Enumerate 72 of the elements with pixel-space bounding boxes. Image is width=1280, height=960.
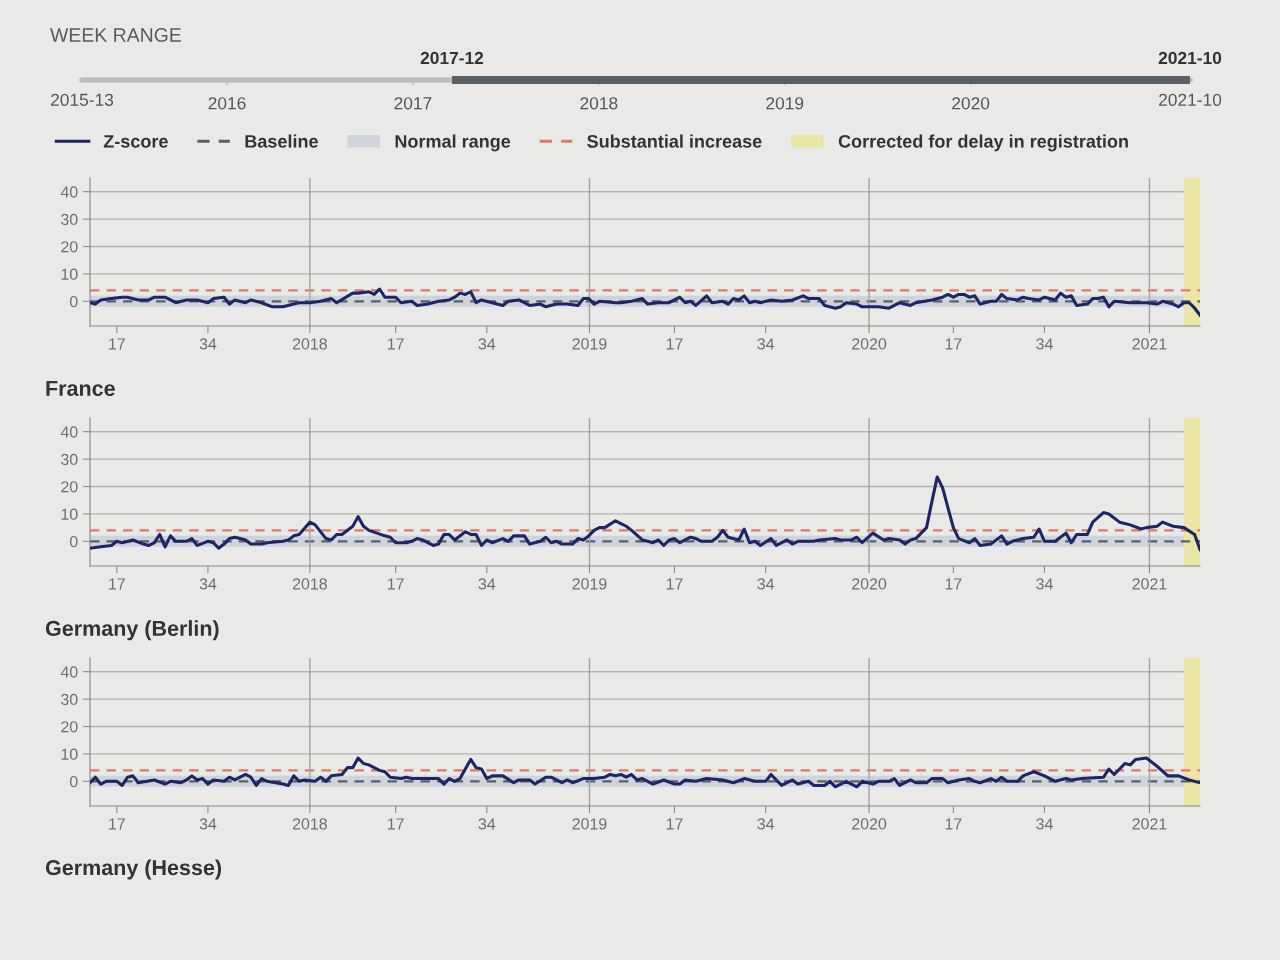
x-tick-label: 2019 (572, 338, 607, 350)
x-tick-label: 34 (757, 578, 775, 590)
text: 2017-12 (420, 51, 484, 65)
x-tick-label: 17 (387, 578, 404, 590)
x-tick-label: 2021 (1132, 338, 1167, 350)
x-tick-label: 17 (109, 338, 125, 350)
x-tick-label: 17 (109, 578, 125, 590)
y-tick-label: 40 (60, 186, 78, 198)
y-tick-label: 10 (61, 508, 78, 520)
line-series (90, 475, 1200, 552)
x-tick-label: 17 (666, 578, 683, 590)
legend-label: Z-score (103, 135, 168, 148)
y-tick-label: 0 (69, 775, 78, 788)
x-tick-label: 17 (387, 818, 404, 830)
x-tick-label: 34 (199, 818, 217, 830)
x-tick-label: 34 (478, 818, 496, 830)
text: 2015-13 (51, 93, 114, 106)
y-tick-label: 40 (60, 666, 78, 678)
y-tick-label: 20 (61, 481, 78, 493)
y-tick-label: 30 (61, 213, 78, 226)
y-tick-label: 20 (61, 241, 78, 253)
x-tick-label: 2018 (292, 578, 327, 590)
y-tick-label: 10 (61, 268, 78, 280)
x-tick-label: 2017 (394, 97, 432, 110)
chart-title: Germany (Berlin) (45, 620, 219, 641)
x-tick-label: 34 (1036, 578, 1053, 590)
x-tick-label: 17 (109, 818, 125, 830)
x-tick-label: 2021 (1132, 818, 1167, 830)
text: Germany (Hesse) (45, 859, 222, 880)
line-series (90, 756, 1200, 789)
x-tick-label: 17 (945, 338, 962, 350)
x-tick-label: 2018 (292, 818, 327, 830)
x-tick-label: 17 (945, 818, 962, 830)
chart-title: France (46, 380, 115, 396)
x-tick-label: 2016 (208, 97, 246, 110)
y-tick-label: 30 (61, 693, 78, 706)
legend-label: Corrected for delay in registration (838, 134, 1128, 152)
x-tick-label: 34 (199, 578, 217, 590)
x-tick-label: 34 (1036, 338, 1053, 350)
y-tick-label: 30 (61, 453, 78, 466)
text: 2021-10 (1159, 93, 1222, 106)
line-series (90, 287, 1200, 317)
x-tick-label: 2020 (852, 818, 887, 830)
x-tick-label: 2018 (292, 338, 327, 350)
x-tick-label: 34 (757, 338, 775, 350)
legend-label: Normal range (395, 134, 511, 152)
x-tick-label: 2020 (852, 338, 887, 350)
x-tick-label: 17 (387, 338, 404, 350)
x-tick-label: 17 (666, 338, 683, 350)
x-tick-label: 2019 (766, 97, 804, 110)
x-tick-label: 34 (757, 818, 775, 830)
y-tick-label: 20 (61, 721, 78, 733)
y-tick-label: 0 (69, 535, 78, 548)
y-tick-label: 10 (61, 748, 78, 760)
x-tick-label: 2019 (572, 578, 607, 590)
x-tick-label: 34 (199, 338, 217, 350)
x-tick-label: 2020 (952, 97, 990, 110)
y-tick-label: 0 (69, 295, 78, 308)
x-tick-label: 2021 (1132, 578, 1167, 590)
x-tick-label: 2020 (852, 578, 887, 590)
x-tick-label: 34 (1036, 818, 1053, 830)
legend-label: Substantial increase (587, 134, 762, 148)
legend-label: Baseline (245, 134, 318, 148)
x-tick-label: 34 (478, 578, 496, 590)
x-tick-label: 17 (666, 818, 683, 830)
x-tick-label: 2019 (572, 818, 607, 830)
y-tick-label: 40 (60, 426, 78, 438)
x-tick-label: 2018 (580, 97, 618, 110)
text: 2021-10 (1158, 51, 1222, 65)
x-tick-label: 17 (945, 578, 962, 590)
x-tick-label: 34 (478, 338, 496, 350)
chart-title: WEEK RANGE (50, 28, 181, 42)
